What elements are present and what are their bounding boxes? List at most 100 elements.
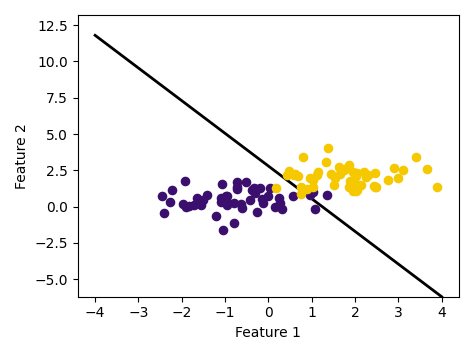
Point — [351, 180, 358, 185]
Point — [233, 185, 240, 190]
Point — [309, 184, 317, 189]
Point — [185, 203, 193, 208]
Point — [182, 204, 189, 210]
Point — [283, 173, 291, 178]
Point — [322, 159, 329, 165]
Point — [345, 184, 353, 190]
Point — [314, 170, 321, 175]
Point — [279, 206, 286, 212]
Point — [168, 187, 176, 193]
Point — [346, 178, 354, 184]
Point — [233, 186, 240, 191]
Point — [272, 185, 280, 191]
Point — [285, 168, 293, 174]
Point — [297, 191, 305, 197]
Point — [238, 205, 246, 211]
Point — [271, 204, 279, 210]
Point — [433, 184, 441, 190]
Point — [349, 189, 357, 194]
Point — [217, 196, 225, 201]
Point — [412, 154, 419, 160]
Point — [179, 201, 186, 207]
Point — [291, 171, 299, 177]
Point — [306, 192, 314, 198]
X-axis label: Feature 1: Feature 1 — [236, 326, 301, 340]
Point — [223, 199, 230, 204]
Point — [337, 171, 344, 177]
Point — [360, 170, 368, 175]
Point — [394, 176, 402, 181]
Point — [158, 193, 165, 198]
Point — [223, 202, 230, 208]
Point — [327, 171, 335, 177]
Point — [160, 211, 168, 216]
Point — [352, 188, 360, 193]
Point — [219, 181, 226, 186]
Point — [256, 185, 264, 191]
Point — [252, 191, 259, 196]
Point — [212, 214, 219, 219]
Point — [233, 179, 241, 184]
Point — [372, 185, 379, 190]
Point — [197, 203, 205, 208]
Point — [276, 200, 284, 206]
Point — [362, 174, 369, 180]
Point — [331, 176, 338, 181]
Point — [250, 185, 258, 191]
Point — [373, 184, 380, 190]
Point — [242, 179, 250, 185]
Point — [371, 171, 379, 176]
Point — [342, 166, 349, 172]
Point — [336, 164, 343, 170]
Point — [217, 199, 225, 205]
Point — [264, 193, 272, 198]
Point — [237, 201, 245, 207]
Y-axis label: Feature 2: Feature 2 — [15, 123, 29, 189]
Point — [297, 185, 305, 190]
Point — [309, 177, 316, 183]
Point — [181, 179, 189, 184]
Point — [259, 200, 267, 206]
Point — [223, 193, 230, 198]
Point — [300, 154, 307, 160]
Point — [330, 182, 337, 188]
Point — [354, 170, 361, 176]
Point — [193, 196, 201, 201]
Point — [258, 197, 265, 202]
Point — [423, 166, 431, 171]
Point — [309, 190, 317, 195]
Point — [199, 197, 207, 203]
Point — [306, 175, 314, 180]
Point — [385, 178, 392, 183]
Point — [313, 172, 320, 178]
Point — [289, 193, 296, 199]
Point — [204, 192, 211, 198]
Point — [311, 206, 319, 212]
Point — [266, 185, 274, 191]
Point — [219, 227, 227, 233]
Point — [370, 183, 378, 189]
Point — [352, 173, 360, 179]
Point — [166, 199, 174, 205]
Point — [349, 170, 356, 175]
Point — [324, 145, 332, 151]
Point — [246, 197, 254, 203]
Point — [357, 182, 365, 188]
Point — [303, 186, 311, 192]
Point — [341, 166, 349, 171]
Point — [223, 193, 230, 199]
Point — [230, 200, 237, 206]
Point — [230, 220, 238, 225]
Point — [391, 165, 398, 171]
Point — [291, 172, 298, 178]
Point — [345, 162, 352, 168]
Point — [190, 202, 198, 208]
Point — [340, 168, 347, 173]
Point — [254, 209, 261, 215]
Point — [294, 173, 301, 179]
Point — [364, 172, 372, 178]
Point — [252, 186, 260, 192]
Point — [400, 167, 407, 173]
Point — [248, 187, 255, 193]
Point — [275, 196, 283, 201]
